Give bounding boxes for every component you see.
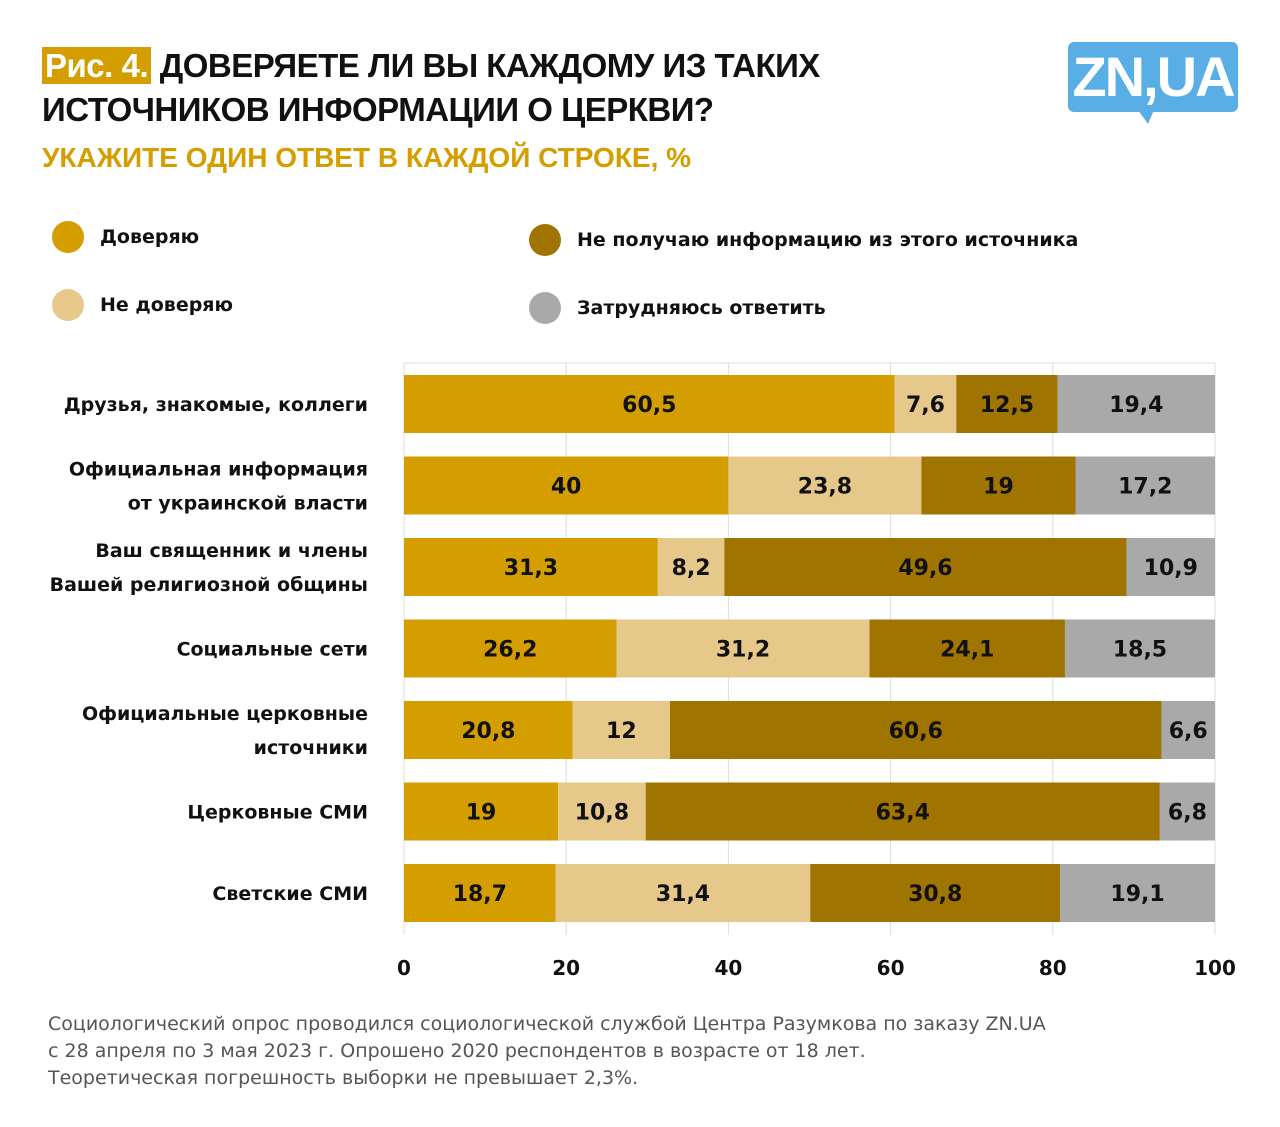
bar-segment <box>1057 375 1215 433</box>
bar-segment <box>1075 456 1215 515</box>
bar-segment <box>728 456 922 515</box>
bar-segment <box>921 456 1076 515</box>
data-label: 10,8 <box>575 801 629 826</box>
footnote-line: Социологический опрос проводился социоло… <box>48 1013 1046 1035</box>
title-line-2: ИСТОЧНИКОВ ИНФОРМАЦИИ О ЦЕРКВИ? <box>42 91 714 128</box>
data-label: 31,2 <box>716 638 770 663</box>
legend-trust: Доверяю <box>52 221 199 253</box>
data-label: 40 <box>551 475 582 500</box>
bar-segment <box>724 538 1127 596</box>
chart-title: Рис. 4. ДОВЕРЯЕТЕ ЛИ ВЫ КАЖДОМУ ИЗ ТАКИХ… <box>42 44 820 132</box>
bar-segment <box>1159 782 1215 841</box>
bar-segment <box>404 782 559 841</box>
bar-segment <box>670 701 1162 759</box>
category-label: Официальная информация <box>69 459 368 481</box>
data-label: 60,5 <box>622 393 676 418</box>
legend-label: Не доверяю <box>100 294 233 316</box>
bar-segment <box>404 375 895 433</box>
legend-dot <box>52 289 84 321</box>
category-label: Ваш священник и члены <box>95 540 368 562</box>
figure-label: Рис. 4. <box>42 47 152 84</box>
data-label: 20,8 <box>461 719 515 744</box>
data-label: 30,8 <box>908 882 962 907</box>
footnote: Социологический опрос проводился социоло… <box>48 1011 1046 1092</box>
category-label: Светские СМИ <box>212 883 368 905</box>
legend-dot <box>529 292 561 324</box>
legend-hard: Затрудняюсь ответить <box>529 292 826 324</box>
bar-segment <box>657 538 725 596</box>
footnote-line: с 28 апреля по 3 мая 2023 г. Опрошено 20… <box>48 1040 866 1062</box>
data-label: 60,6 <box>889 719 943 744</box>
data-label: 7,6 <box>906 393 945 418</box>
bar-segment <box>555 864 811 922</box>
x-tick-label: 60 <box>877 956 905 980</box>
bar-segment <box>572 701 671 759</box>
title-line-1: ДОВЕРЯЕТЕ ЛИ ВЫ КАЖДОМУ ИЗ ТАКИХ <box>159 47 821 84</box>
data-label: 31,3 <box>504 556 558 581</box>
bar-segment <box>894 375 957 433</box>
data-label: 17,2 <box>1118 475 1172 500</box>
x-tick-label: 40 <box>714 956 742 980</box>
category-label: от украинской власти <box>128 493 368 515</box>
data-label: 8,2 <box>672 556 711 581</box>
bar-segment <box>404 864 556 922</box>
data-label: 26,2 <box>483 638 537 663</box>
bar-segment <box>810 864 1061 922</box>
data-label: 63,4 <box>876 801 930 826</box>
category-label: Друзья, знакомые, коллеги <box>64 394 368 416</box>
legend-no-info: Не получаю информацию из этого источника <box>529 224 1078 256</box>
data-label: 10,9 <box>1144 556 1198 581</box>
category-label: Церковные СМИ <box>187 802 368 824</box>
chart-subtitle: УКАЖИТЕ ОДИН ОТВЕТ В КАЖДОЙ СТРОКЕ, % <box>42 142 692 173</box>
category-label: Социальные сети <box>177 639 368 661</box>
bar-segment <box>1064 619 1215 678</box>
data-label: 12 <box>606 719 637 744</box>
x-tick-label: 0 <box>397 956 411 980</box>
bar-segment <box>404 456 729 515</box>
bar-segment <box>956 375 1058 433</box>
data-label: 19,1 <box>1110 882 1164 907</box>
category-label: Вашей религиозной общины <box>50 574 368 596</box>
bar-segment <box>1060 864 1215 922</box>
zn-ua-logo: ZN,UA <box>1068 42 1238 124</box>
bar-segment <box>404 619 617 678</box>
legend-label: Затрудняюсь ответить <box>577 297 826 319</box>
data-label: 24,1 <box>940 638 994 663</box>
bar-segment <box>645 782 1160 841</box>
bar-segment <box>558 782 646 841</box>
bar-segment <box>404 701 573 759</box>
data-label: 19,4 <box>1109 393 1163 418</box>
bar-segment <box>404 538 658 596</box>
data-label: 23,8 <box>798 475 852 500</box>
bar-segment <box>1161 701 1215 759</box>
data-label: 19 <box>983 475 1014 500</box>
data-label: 19 <box>466 801 497 826</box>
data-label: 18,7 <box>453 882 507 907</box>
data-label: 31,4 <box>656 882 710 907</box>
legend-dot <box>52 221 84 253</box>
bar-segment <box>1126 538 1215 596</box>
data-label: 49,6 <box>898 556 952 581</box>
data-label: 18,5 <box>1113 638 1167 663</box>
category-label: Официальные церковные <box>82 703 368 725</box>
category-label: источники <box>254 737 368 759</box>
x-tick-label: 80 <box>1039 956 1067 980</box>
bar-segment <box>616 619 870 678</box>
x-tick-label: 100 <box>1194 956 1236 980</box>
x-tick-label: 20 <box>552 956 580 980</box>
bar-segment <box>869 619 1065 678</box>
legend-dot <box>529 224 561 256</box>
footnote-line: Теоретическая погрешность выборки не пре… <box>48 1067 639 1089</box>
legend-label: Не получаю информацию из этого источника <box>577 229 1079 251</box>
legend-label: Доверяю <box>100 226 200 248</box>
data-label: 6,6 <box>1169 719 1208 744</box>
data-label: 12,5 <box>980 393 1034 418</box>
legend-distrust: Не доверяю <box>52 289 233 321</box>
data-label: 6,8 <box>1168 801 1207 826</box>
stacked-bar-chart: 0 20 40 60 80 100 Друзья, знакомые, коллеги 60,… <box>50 362 1236 980</box>
